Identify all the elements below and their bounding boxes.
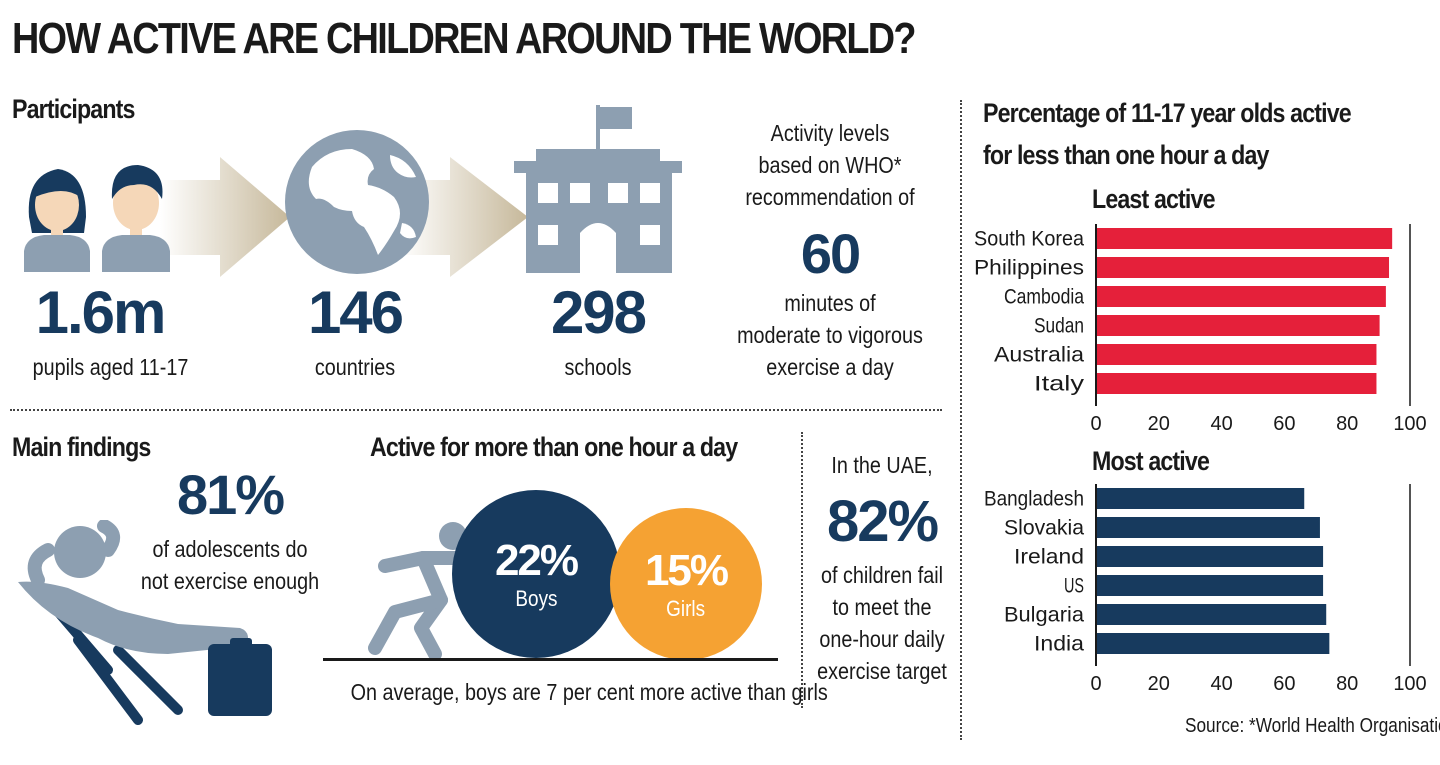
girls-label: Girls xyxy=(666,596,706,621)
most-active-tick-label: 60 xyxy=(1273,673,1295,695)
least-active-category-label: Italy xyxy=(1034,373,1085,396)
most-active-category-label: Bulgaria xyxy=(1004,604,1084,627)
pupils-label: pupils aged 11-17 xyxy=(32,354,189,380)
most-active-category-label: Ireland xyxy=(1014,546,1084,569)
who-line-2: based on WHO* xyxy=(758,152,902,178)
most-active-bar xyxy=(1097,604,1327,625)
schools-value: 298 xyxy=(550,279,647,346)
arrow-2 xyxy=(400,157,528,277)
who-line-3: recommendation of xyxy=(745,184,915,210)
most-active-tick-label: 40 xyxy=(1210,673,1232,695)
countries-value: 146 xyxy=(307,279,404,346)
uae-line-2: of children fail xyxy=(820,562,944,588)
pupils-icon xyxy=(24,165,170,272)
girls-circle: 15% Girls xyxy=(610,508,762,660)
active-heading: Active for more than one hour a day xyxy=(370,432,738,462)
boys-label: Boys xyxy=(514,586,558,611)
most-active-tick-label: 20 xyxy=(1148,673,1170,695)
least-active-tick-label: 60 xyxy=(1273,413,1295,435)
horizontal-divider xyxy=(10,409,942,411)
who-line-4: minutes of xyxy=(784,290,876,316)
vertical-divider-uae xyxy=(801,432,803,708)
source-note: Source: *World Health Organisation xyxy=(1185,715,1440,737)
school-icon xyxy=(514,105,682,273)
schools-label: schools xyxy=(564,354,632,380)
who-minutes-value: 60 xyxy=(800,222,861,285)
least-active-bar xyxy=(1097,228,1393,249)
globe-icon xyxy=(285,130,429,274)
findings-value: 81% xyxy=(176,463,285,526)
most-active-bar xyxy=(1097,546,1324,567)
least-active-chart: South Korea Philippines Cambodia Sudan Austr… xyxy=(974,224,1427,435)
least-active-tick-label: 100 xyxy=(1393,413,1426,435)
findings-heading: Main findings xyxy=(12,432,151,462)
findings-line-2: not exercise enough xyxy=(140,568,320,594)
least-active-title: Least active xyxy=(1092,184,1215,214)
who-line-5: moderate to vigorous xyxy=(737,322,923,348)
most-active-bar xyxy=(1097,575,1324,596)
pupils-value: 1.6m xyxy=(35,279,167,346)
least-active-tick-label: 20 xyxy=(1148,413,1170,435)
least-active-tick-label: 40 xyxy=(1210,413,1232,435)
participants-heading: Participants xyxy=(12,94,135,124)
arrow-1 xyxy=(160,157,290,277)
chart-title-line-2: for less than one hour a day xyxy=(983,140,1269,170)
arrows-graphic xyxy=(160,157,528,277)
least-active-bar xyxy=(1097,257,1390,278)
most-active-tick-label: 100 xyxy=(1393,673,1426,695)
most-active-category-label: US xyxy=(1064,575,1084,598)
most-active-bar xyxy=(1097,633,1330,654)
most-active-tick-label: 80 xyxy=(1336,673,1358,695)
findings-line-1: of adolescents do xyxy=(152,536,308,562)
most-active-chart: Bangladesh Slovakia Ireland US Bulgaria India… xyxy=(984,484,1427,695)
least-active-bar xyxy=(1097,315,1380,336)
uae-line-3: to meet the xyxy=(832,594,932,620)
most-active-tick-label: 0 xyxy=(1090,673,1101,695)
least-active-bar xyxy=(1097,373,1377,394)
who-line-6: exercise a day xyxy=(766,354,894,380)
chart-title-line-1: Percentage of 11-17 year olds active xyxy=(983,98,1352,128)
who-line-1: Activity levels xyxy=(770,120,890,146)
most-active-bar xyxy=(1097,517,1320,538)
least-active-category-label: Philippines xyxy=(974,257,1084,280)
least-active-category-label: South Korea xyxy=(974,228,1084,251)
boys-circle: 22% Boys xyxy=(452,490,620,658)
boys-value: 22% xyxy=(494,536,579,585)
least-active-category-label: Cambodia xyxy=(1004,286,1084,309)
uae-line-4: one-hour daily xyxy=(819,626,945,652)
page-title: HOW ACTIVE ARE CHILDREN AROUND THE WORLD… xyxy=(12,14,916,63)
most-active-category-label: Slovakia xyxy=(1004,517,1084,540)
vertical-divider-main xyxy=(960,100,962,740)
least-active-tick-label: 0 xyxy=(1090,413,1101,435)
least-active-bar xyxy=(1097,344,1377,365)
most-active-bar xyxy=(1097,488,1305,509)
girls-value: 15% xyxy=(644,546,729,595)
active-footer: On average, boys are 7 per cent more act… xyxy=(350,679,828,705)
most-active-category-label: Bangladesh xyxy=(984,488,1084,511)
countries-label: countries xyxy=(314,354,396,380)
ground-line xyxy=(323,658,778,661)
least-active-bar xyxy=(1097,286,1386,307)
uae-line-5: exercise target xyxy=(817,658,947,684)
relaxing-person-icon xyxy=(18,520,272,725)
least-active-tick-label: 80 xyxy=(1336,413,1358,435)
most-active-title: Most active xyxy=(1092,446,1210,476)
most-active-category-label: India xyxy=(1034,633,1084,656)
uae-line-1: In the UAE, xyxy=(831,452,933,478)
uae-value: 82% xyxy=(826,489,939,554)
least-active-category-label: Australia xyxy=(994,344,1084,367)
least-active-category-label: Sudan xyxy=(1034,315,1084,338)
